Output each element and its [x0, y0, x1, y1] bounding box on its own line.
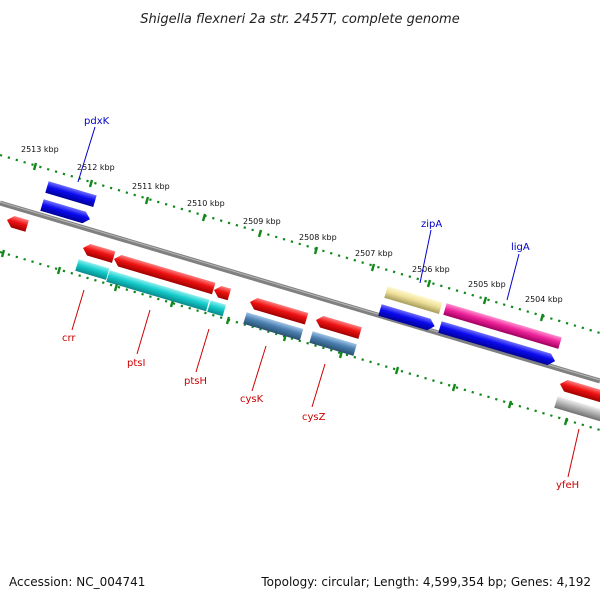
kbp-tick [426, 279, 432, 288]
outer-guide-line [0, 153, 600, 335]
gene-label: pdxK [84, 116, 110, 127]
gene-label: ligA [511, 242, 530, 253]
leader-line [567, 428, 580, 478]
gene-label: zipA [421, 219, 442, 230]
genome-backbone [0, 200, 600, 384]
gene-ligA-downstream[interactable] [438, 321, 556, 367]
kbp-tick [113, 283, 119, 292]
gene-ptsI-cyan[interactable] [106, 270, 210, 312]
kbp-tick [451, 383, 457, 392]
kbp-label: 2508 kbp [299, 233, 337, 242]
gene-label: yfeH [556, 480, 579, 491]
gene-cysK-steel[interactable] [243, 312, 304, 341]
kbp-tick [32, 162, 38, 171]
kbp-tick [394, 366, 400, 375]
gene-ptsH[interactable] [212, 284, 232, 301]
gene-yfeH[interactable] [558, 378, 600, 404]
kbp-tick [225, 316, 231, 325]
kbp-tick [507, 400, 513, 409]
kbp-tick [0, 249, 6, 258]
gene-label: ptsI [127, 358, 145, 369]
gene-label: cysK [240, 394, 264, 405]
kbp-label: 2511 kbp [132, 182, 170, 191]
leader-line [419, 229, 432, 284]
kbp-tick [563, 417, 569, 426]
gene-crr[interactable] [81, 242, 116, 263]
accession-label: Accession: NC_004741 [9, 575, 146, 589]
kbp-tick [370, 263, 376, 272]
gene-ptsH-cyan[interactable] [207, 300, 227, 317]
leader-line [136, 309, 151, 355]
gene-ligA[interactable] [443, 303, 562, 349]
gene-leftmost[interactable] [5, 214, 29, 232]
kbp-label: 2507 kbp [355, 249, 393, 258]
label-leaders-bottom [71, 289, 580, 478]
kbp-label: 2506 kbp [412, 265, 450, 274]
kbp-tick [482, 296, 488, 305]
kbp-tick [313, 246, 319, 255]
gene-crr-cyan[interactable] [75, 259, 110, 280]
gene-pdxK-upper[interactable] [45, 181, 97, 207]
kbp-tick [257, 229, 263, 238]
leader-line [506, 253, 520, 301]
kbp-label: 2504 kbp [525, 295, 563, 304]
gene-cysZ-steel[interactable] [309, 331, 357, 356]
kbp-label: 2510 kbp [187, 199, 225, 208]
kbp-label: 2513 kbp [21, 145, 59, 154]
kbp-tick [201, 213, 207, 222]
kbp-tick [88, 179, 94, 188]
kbp-label: 2505 kbp [468, 280, 506, 289]
gene-label: cysZ [302, 412, 326, 423]
gene-label: ptsH [184, 376, 207, 387]
kbp-label: 2512 kbp [77, 163, 115, 172]
leader-line [71, 289, 85, 331]
gene-yfeH-gray[interactable] [554, 396, 600, 422]
kbp-tick [539, 313, 545, 322]
gene-zipA[interactable] [384, 286, 443, 314]
gene-zipA-downstream[interactable] [378, 304, 436, 332]
gene-label: crr [62, 333, 76, 344]
kbp-tick [56, 266, 62, 275]
gene-pdxK[interactable] [40, 199, 91, 225]
inner-guide-line [0, 250, 600, 432]
gene-ptsI[interactable] [112, 253, 216, 295]
kbp-label: 2509 kbp [243, 217, 281, 226]
leader-line [195, 328, 210, 373]
label-leaders-top [77, 126, 520, 301]
gene-cysK[interactable] [248, 296, 309, 325]
leader-line [77, 126, 96, 183]
leader-line [251, 345, 267, 392]
topology-summary: Topology: circular; Length: 4,599,354 bp… [261, 575, 591, 589]
kbp-tick [144, 196, 150, 205]
leader-line [311, 363, 326, 408]
map-title: Shigella flexneri 2a str. 2457T, complet… [140, 12, 459, 27]
gene-cysZ[interactable] [314, 314, 362, 339]
